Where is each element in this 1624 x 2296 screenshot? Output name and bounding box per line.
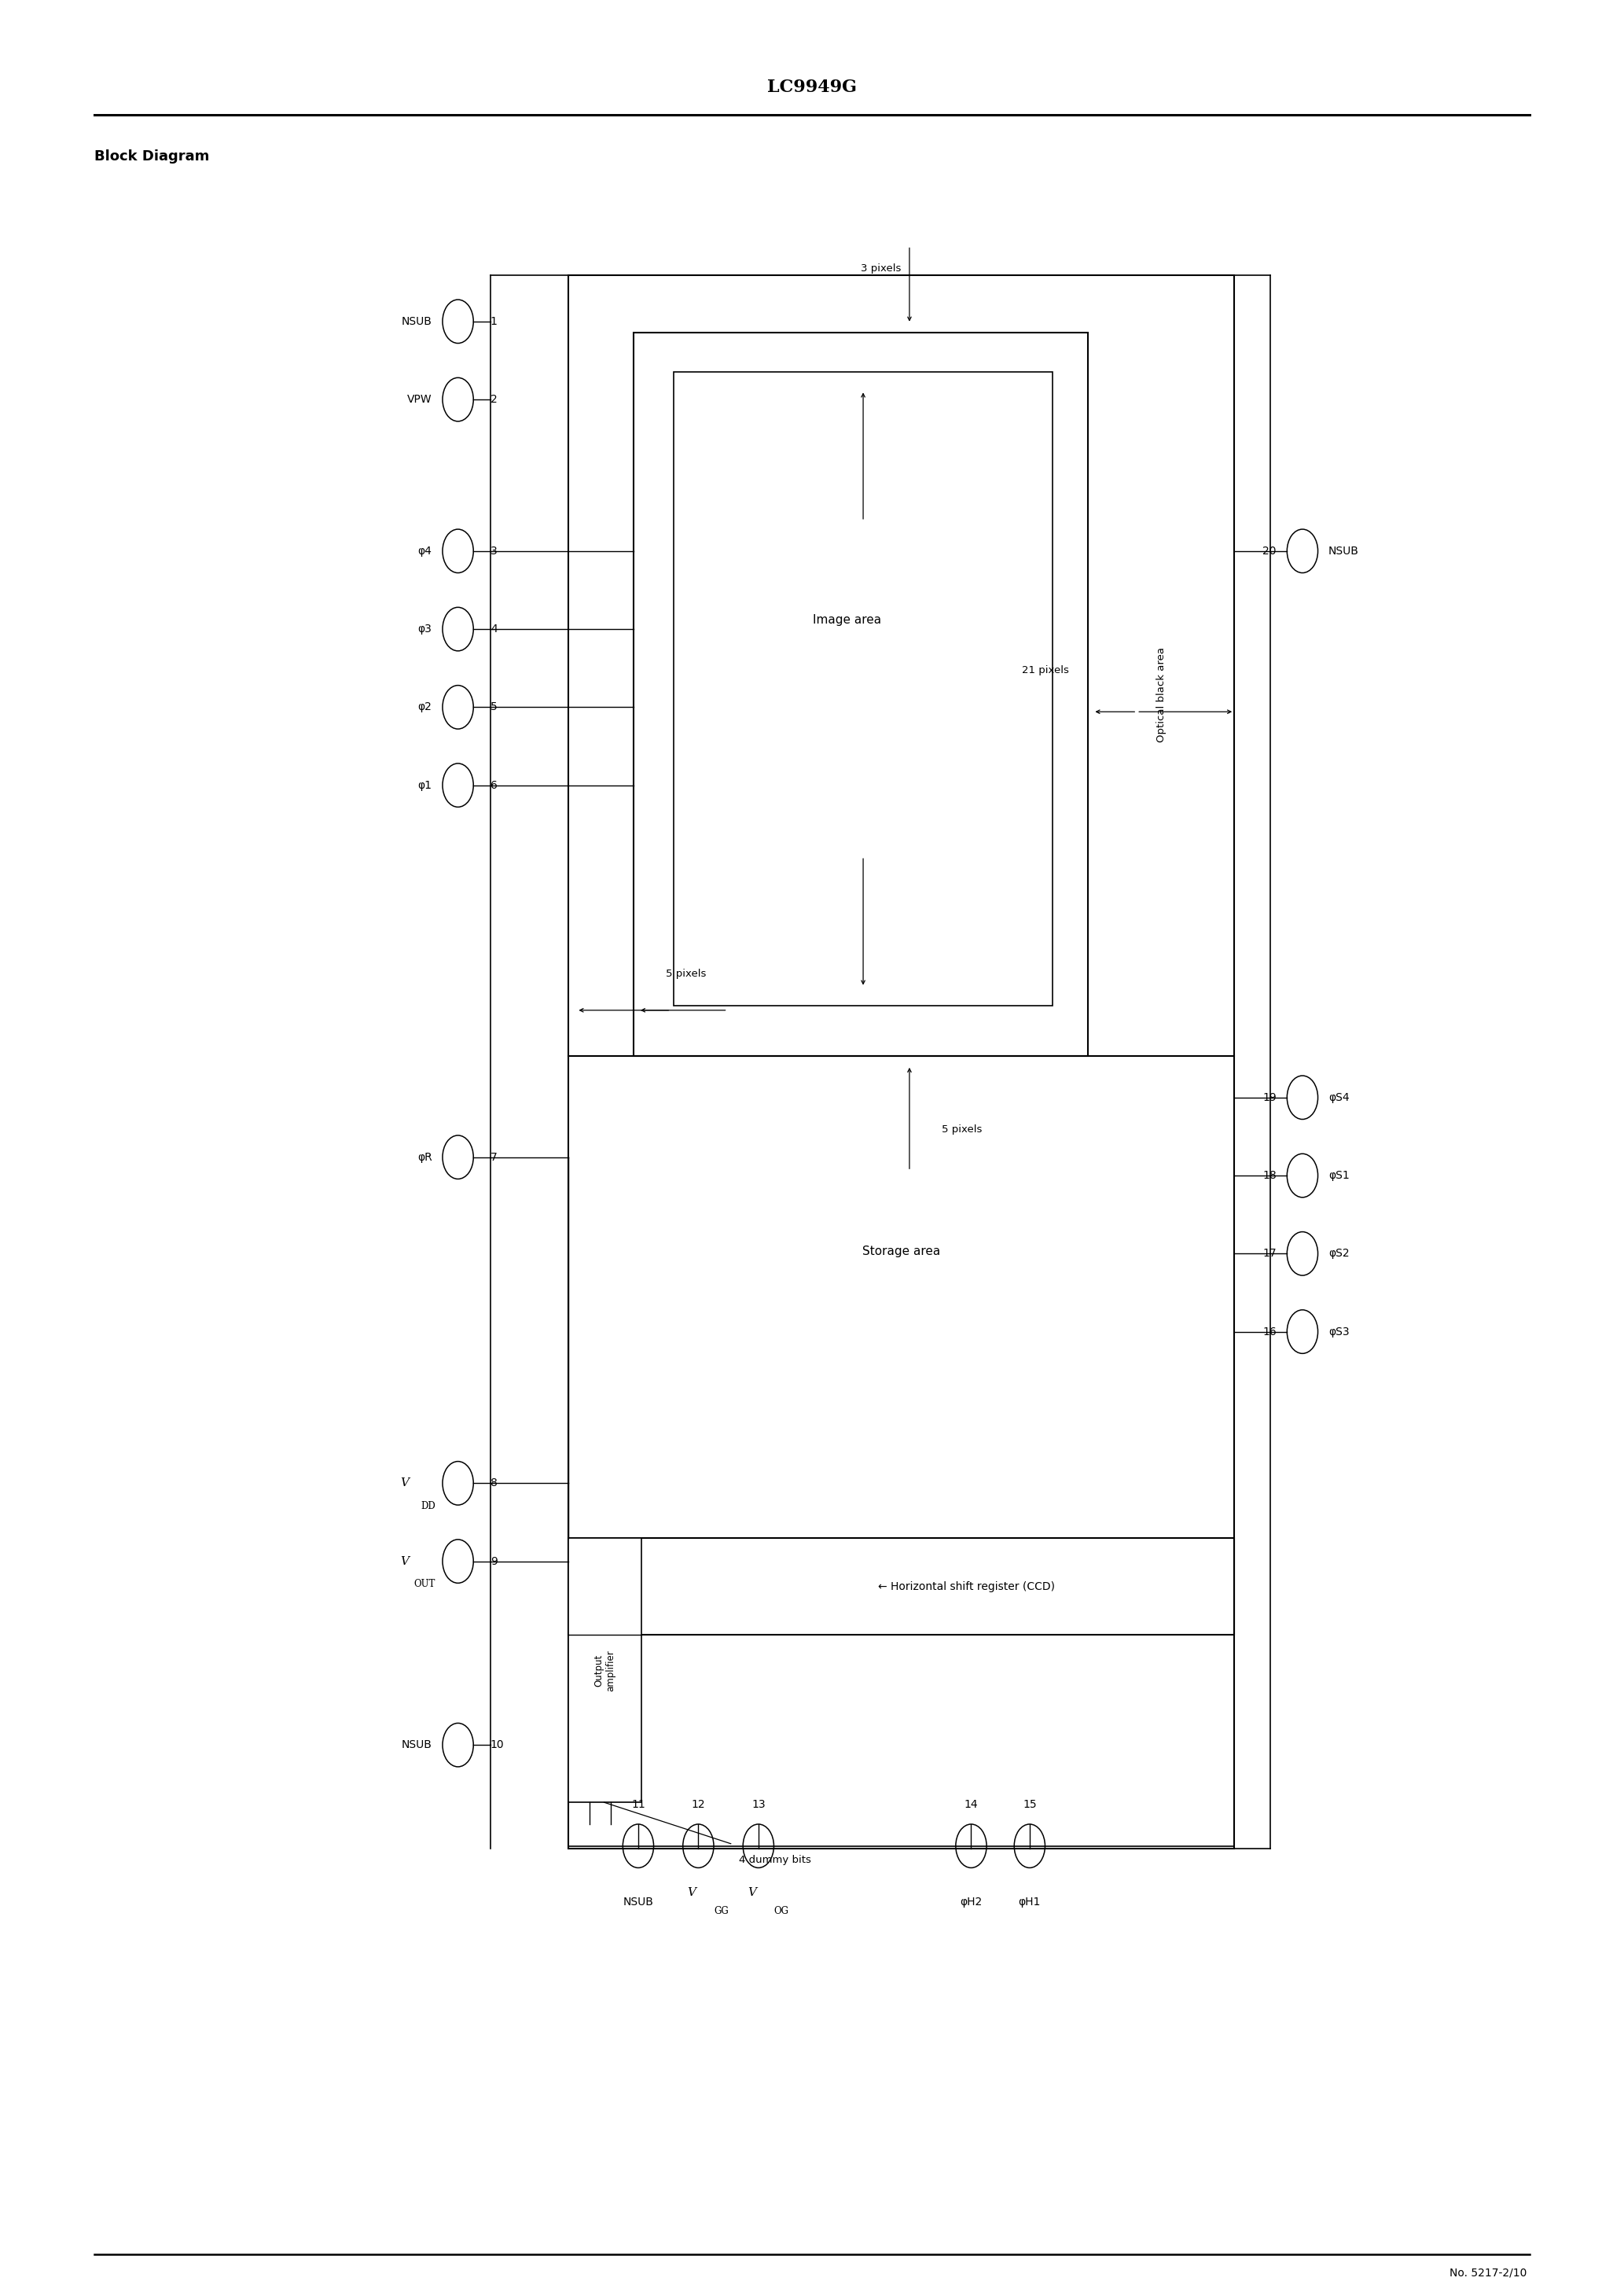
Text: 3: 3 [490,546,497,556]
Text: 8: 8 [490,1479,497,1488]
Text: 19: 19 [1262,1093,1276,1102]
Text: V: V [401,1479,409,1488]
Text: 12: 12 [692,1800,705,1809]
Text: φS1: φS1 [1328,1171,1350,1180]
Text: 5: 5 [490,703,497,712]
Text: 21 pixels: 21 pixels [1021,666,1069,675]
Text: NSUB: NSUB [401,1740,432,1750]
Text: 16: 16 [1262,1327,1276,1336]
Text: Output
amplifier: Output amplifier [594,1649,615,1692]
Text: φ1: φ1 [417,781,432,790]
Text: V: V [687,1887,697,1899]
Text: 15: 15 [1023,1800,1036,1809]
Bar [568,1538,1234,1635]
Text: 3 pixels: 3 pixels [861,264,901,273]
Text: OUT: OUT [414,1580,435,1589]
Bar [568,1538,641,1802]
Text: φR: φR [417,1153,432,1162]
Text: NSUB: NSUB [401,317,432,326]
Text: φ4: φ4 [417,546,432,556]
Text: LC9949G: LC9949G [767,78,857,96]
Text: NSUB: NSUB [624,1896,653,1908]
Text: φ3: φ3 [417,625,432,634]
Text: φH2: φH2 [960,1896,983,1908]
Text: 5 pixels: 5 pixels [942,1125,983,1134]
Text: 10: 10 [490,1740,505,1750]
Bar [568,276,1234,1848]
Text: 4: 4 [490,625,497,634]
Text: Storage area: Storage area [862,1244,940,1258]
Text: No. 5217-2/10: No. 5217-2/10 [1449,2268,1527,2278]
Text: NSUB: NSUB [1328,546,1359,556]
Bar [633,333,1088,1056]
Text: GG: GG [713,1906,729,1915]
Text: 20: 20 [1263,546,1276,556]
Text: φ2: φ2 [417,703,432,712]
Text: 1: 1 [490,317,497,326]
Text: 4 dummy bits: 4 dummy bits [739,1855,810,1864]
Text: 18: 18 [1262,1171,1276,1180]
Text: Optical black area: Optical black area [1156,647,1166,742]
Text: ← Horizontal shift register (CCD): ← Horizontal shift register (CCD) [879,1582,1054,1591]
Text: 17: 17 [1262,1249,1276,1258]
Text: VPW: VPW [408,395,432,404]
Text: 14: 14 [965,1800,978,1809]
Text: 13: 13 [752,1800,765,1809]
Text: 6: 6 [490,781,497,790]
Text: V: V [401,1557,409,1566]
Text: 11: 11 [632,1800,645,1809]
Text: 5 pixels: 5 pixels [666,969,706,978]
Text: OG: OG [773,1906,789,1915]
Text: 9: 9 [490,1557,497,1566]
Text: DD: DD [421,1502,435,1511]
Text: φS3: φS3 [1328,1327,1350,1336]
Text: 2: 2 [490,395,497,404]
Text: φH1: φH1 [1018,1896,1041,1908]
Text: φS2: φS2 [1328,1249,1350,1258]
Text: Block Diagram: Block Diagram [94,149,209,163]
Text: V: V [747,1887,757,1899]
Text: 7: 7 [490,1153,497,1162]
Bar [674,372,1052,1006]
Text: φS4: φS4 [1328,1093,1350,1102]
Text: Image area: Image area [812,613,882,627]
